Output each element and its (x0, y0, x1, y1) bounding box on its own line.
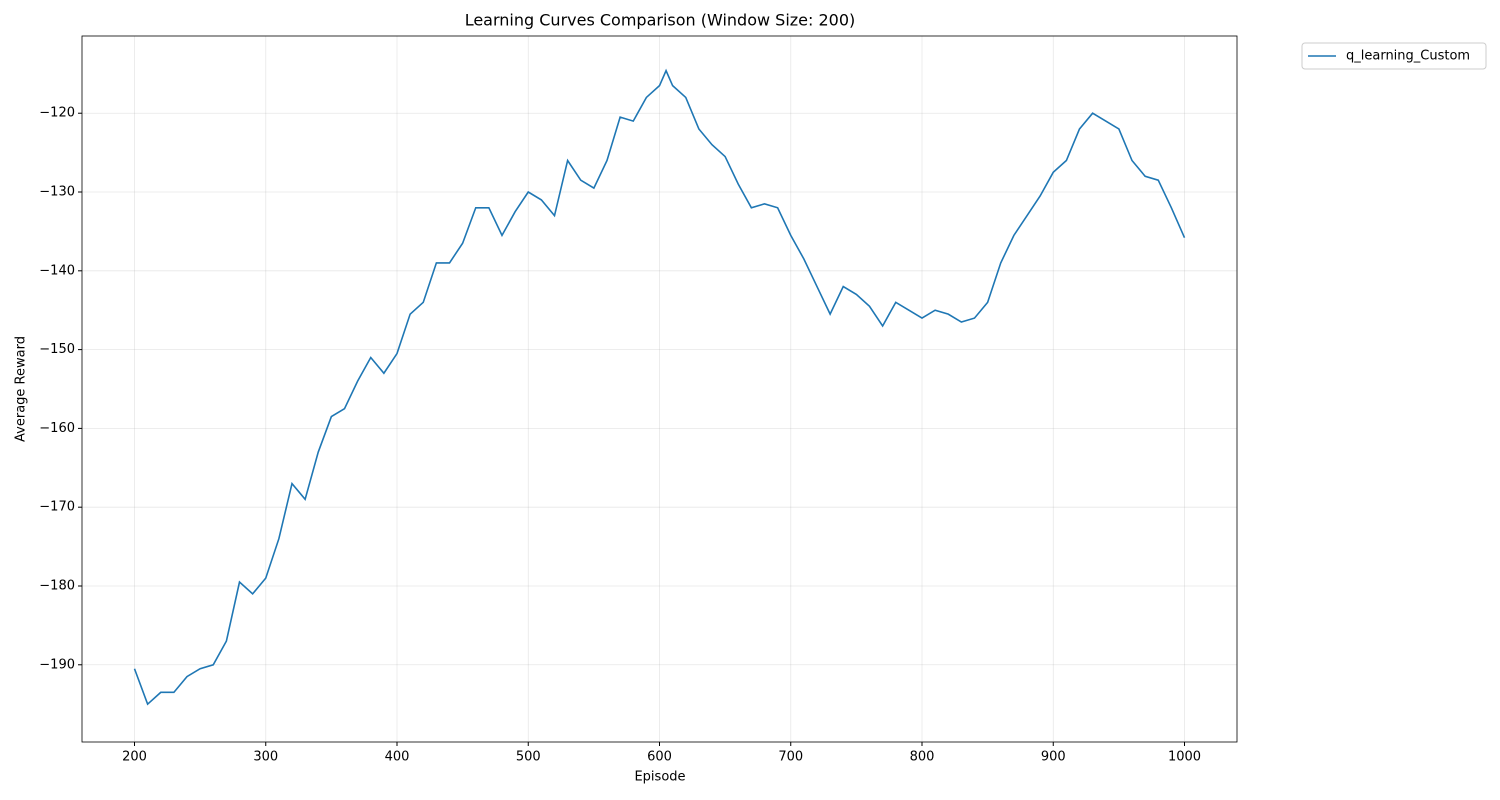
x-tick-label: 800 (910, 750, 935, 765)
y-tick-label: −120 (39, 106, 75, 121)
x-tick-label: 500 (516, 750, 541, 765)
legend-label: q_learning_Custom (1346, 49, 1470, 64)
x-tick-label: 600 (647, 750, 672, 765)
x-tick-label: 300 (253, 750, 278, 765)
y-tick-label: −130 (39, 185, 75, 200)
y-tick-label: −190 (39, 657, 75, 672)
x-axis-label: Episode (634, 770, 685, 785)
plot-frame (81, 35, 1238, 743)
x-tick-label: 700 (778, 750, 803, 765)
y-tick-label: −170 (39, 500, 75, 515)
line-series (133, 68, 1186, 706)
y-tick-label: −180 (39, 578, 75, 593)
y-tick-label: −140 (39, 263, 75, 278)
y-tick-label: −160 (39, 421, 75, 436)
chart-title: Learning Curves Comparison (Window Size:… (465, 11, 856, 30)
x-tick-label: 900 (1041, 750, 1066, 765)
x-tick-label: 400 (385, 750, 410, 765)
legend-box (1301, 42, 1487, 70)
y-axis-label: Average Reward (14, 336, 29, 442)
x-tick-label: 1000 (1168, 750, 1201, 765)
x-tick-label: 200 (122, 750, 147, 765)
y-tick-label: −150 (39, 342, 75, 357)
